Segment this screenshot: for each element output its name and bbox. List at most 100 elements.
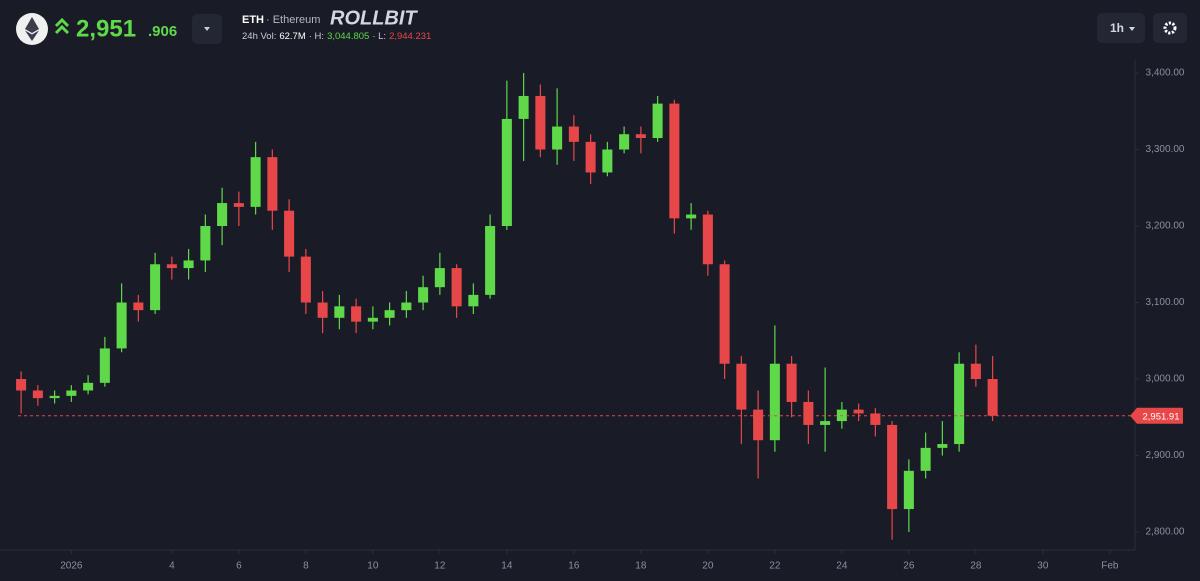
candle-body xyxy=(786,363,797,402)
asset-name: · Ethereum xyxy=(266,14,320,26)
candle-body xyxy=(401,302,412,311)
candle-body xyxy=(535,95,546,150)
candle-body xyxy=(468,294,479,307)
candle-body xyxy=(32,390,43,399)
x-tick-label: 18 xyxy=(635,561,647,572)
x-tick-label: 6 xyxy=(236,561,242,572)
y-tick-label: 3,100.00 xyxy=(1146,297,1185,308)
candle-body xyxy=(702,214,713,265)
candle-body xyxy=(418,287,429,303)
candle-body xyxy=(970,363,981,380)
candle-body xyxy=(200,226,211,261)
interval: 1h xyxy=(1110,21,1124,35)
symbol: ETH xyxy=(242,14,264,26)
candle-body xyxy=(434,268,445,288)
candle-body xyxy=(284,210,295,257)
x-tick-label: 10 xyxy=(367,561,379,572)
candle-body xyxy=(635,134,646,139)
stat-value: 62.7M xyxy=(279,31,305,42)
candle-body xyxy=(753,409,764,441)
x-tick-label: 8 xyxy=(303,561,309,572)
candle-body xyxy=(937,444,948,448)
candle-body xyxy=(233,203,244,207)
y-tick-label: 2,800.00 xyxy=(1146,527,1185,538)
candle-body xyxy=(300,256,311,303)
x-tick-label: 22 xyxy=(769,561,781,572)
candle-body xyxy=(66,390,77,396)
candle-body xyxy=(351,306,362,322)
candle-body xyxy=(217,203,228,227)
candle-body xyxy=(954,363,965,445)
candle-body xyxy=(987,379,998,416)
interval-caret xyxy=(1129,27,1135,31)
y-tick-label: 3,200.00 xyxy=(1146,221,1185,232)
interval-button[interactable] xyxy=(1097,13,1145,43)
candle-body xyxy=(317,302,328,318)
x-tick-label: 12 xyxy=(434,561,446,572)
x-tick-label: 2026 xyxy=(60,561,83,572)
candle-body xyxy=(903,470,914,510)
x-tick-label: 30 xyxy=(1037,561,1049,572)
last-price-label: 2,951.91 xyxy=(1143,411,1180,422)
x-tick-label: 16 xyxy=(568,561,580,572)
y-tick-label: 3,400.00 xyxy=(1146,68,1185,79)
candle-body xyxy=(769,363,780,441)
candle-body xyxy=(870,413,881,425)
x-tick-label: Feb xyxy=(1101,561,1119,572)
stat-label: · H: xyxy=(309,31,324,42)
candle-body xyxy=(183,260,194,269)
x-tick-label: 14 xyxy=(501,561,513,572)
candle-body xyxy=(619,134,630,150)
candle-body xyxy=(267,157,278,211)
candle-body xyxy=(384,310,395,318)
eth-glyph xyxy=(25,17,39,41)
candle-body xyxy=(887,424,898,510)
dropdown-caret xyxy=(204,27,210,31)
candle-body xyxy=(719,264,730,364)
up-icon xyxy=(54,17,70,35)
x-tick-label: 28 xyxy=(970,561,982,572)
candle-body xyxy=(16,379,27,391)
candle-body xyxy=(585,141,596,173)
candle-body xyxy=(485,226,496,295)
candle-body xyxy=(568,126,579,142)
price-main: 2,951 xyxy=(76,15,136,42)
candle-body xyxy=(652,103,663,139)
y-tick-label: 2,900.00 xyxy=(1146,450,1185,461)
candle-body xyxy=(83,382,94,391)
settings-icon xyxy=(1163,21,1177,35)
stats: 24h Vol: 62.7M · H: 3,044.805 · L: 2,944.231 xyxy=(242,31,431,42)
candle-body xyxy=(552,126,563,150)
candle-body xyxy=(367,317,378,322)
candle-body xyxy=(501,118,512,227)
candle-body xyxy=(116,302,127,349)
y-tick-label: 3,300.00 xyxy=(1146,144,1185,155)
stat-label: · L: xyxy=(372,31,386,42)
candle-body xyxy=(133,302,144,311)
candle-body xyxy=(686,214,697,219)
candle-body xyxy=(250,157,261,207)
candle-body xyxy=(99,348,110,383)
candle-body xyxy=(853,409,864,414)
candle-body xyxy=(920,447,931,471)
x-tick-label: 24 xyxy=(836,561,848,572)
candle-body xyxy=(451,268,462,307)
y-tick-label: 3,000.00 xyxy=(1146,374,1185,385)
settings-button[interactable] xyxy=(1153,13,1187,43)
stat-value: 3,044.805 xyxy=(327,31,369,42)
candle-body xyxy=(518,95,529,119)
x-tick-label: 4 xyxy=(169,561,175,572)
stat-value: 2,944.231 xyxy=(389,31,431,42)
stat-label: 24h Vol: xyxy=(242,31,276,42)
candle-body xyxy=(669,103,680,219)
candle-body xyxy=(602,149,613,173)
candle-body xyxy=(803,401,814,425)
candle-body xyxy=(166,264,177,269)
candle-body xyxy=(49,395,60,399)
brand: ROLLBIT xyxy=(330,7,418,29)
candle-body xyxy=(820,421,831,425)
last-price-tag xyxy=(1130,407,1183,424)
